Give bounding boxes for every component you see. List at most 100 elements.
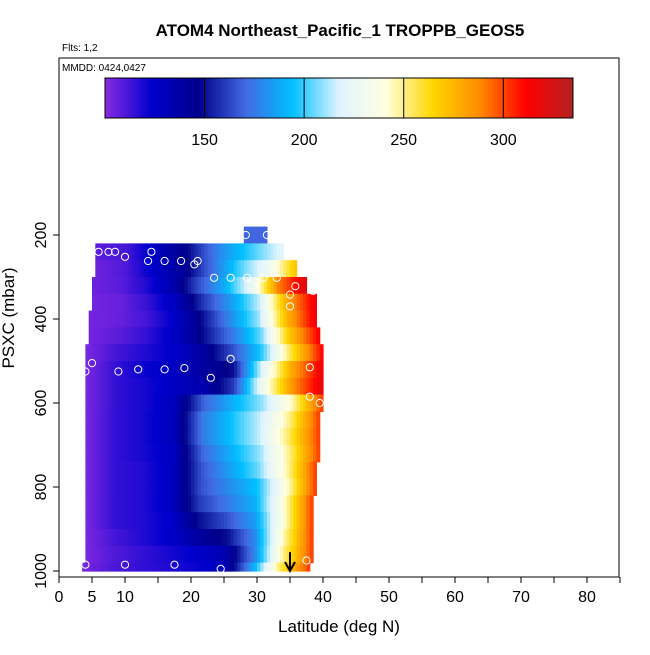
heatmap-cell bbox=[290, 545, 294, 564]
heatmap-cell bbox=[92, 461, 96, 480]
flight-point bbox=[120, 560, 130, 569]
heatmap-cell bbox=[134, 277, 139, 295]
heatmap-cell bbox=[253, 377, 258, 396]
heatmap-cell bbox=[95, 243, 100, 261]
heatmap-cell bbox=[181, 529, 185, 547]
colorbar-segment bbox=[377, 78, 381, 118]
colorbar-segment bbox=[283, 78, 287, 118]
heatmap-cell bbox=[115, 445, 119, 463]
colorbar-segment bbox=[359, 78, 363, 118]
flight-point bbox=[81, 367, 90, 376]
colorbar-segment bbox=[148, 78, 153, 118]
heatmap-cell bbox=[154, 445, 159, 463]
heatmap-cell bbox=[118, 512, 123, 530]
heatmap-cell bbox=[121, 411, 126, 429]
heatmap-cell bbox=[101, 562, 106, 572]
heatmap-cell bbox=[184, 310, 189, 328]
heatmap-cell bbox=[167, 377, 172, 396]
heatmap-cell bbox=[303, 562, 308, 572]
heatmap-cell bbox=[210, 260, 215, 278]
heatmap-cell bbox=[141, 327, 146, 345]
heatmap-cell bbox=[309, 445, 314, 463]
heatmap-cell bbox=[266, 344, 271, 362]
heatmap-cell bbox=[184, 529, 189, 547]
heatmap-cell bbox=[164, 293, 169, 312]
heatmap-cell bbox=[296, 512, 301, 530]
heatmap-cell bbox=[224, 310, 228, 328]
heatmap-cell bbox=[237, 545, 242, 564]
heatmap-cell bbox=[257, 361, 261, 379]
heatmap-cell bbox=[296, 545, 301, 564]
heatmap-cell bbox=[210, 529, 215, 547]
heatmap-cell bbox=[134, 394, 139, 412]
heatmap-cell bbox=[207, 545, 212, 564]
heatmap-cell bbox=[151, 428, 156, 446]
flight-point bbox=[104, 247, 113, 256]
heatmap-cell bbox=[118, 495, 123, 513]
heatmap-cell bbox=[207, 361, 212, 379]
heatmap-cell bbox=[253, 327, 258, 345]
heatmap-cell bbox=[280, 293, 284, 312]
heatmap-cell bbox=[95, 411, 100, 429]
heatmap-cell bbox=[230, 512, 235, 530]
heatmap-cell bbox=[174, 411, 179, 429]
x-tick-label: 60 bbox=[446, 589, 464, 606]
heatmap-cell bbox=[134, 562, 139, 572]
heatmap-cell bbox=[181, 461, 185, 480]
heatmap-cell bbox=[257, 293, 261, 312]
heatmap-cell bbox=[243, 361, 248, 379]
heatmap-cell bbox=[134, 344, 139, 362]
heatmap-cell bbox=[250, 394, 255, 412]
heatmap-cell bbox=[204, 495, 209, 513]
colorbar-segment bbox=[189, 78, 194, 118]
colorbar-segment bbox=[160, 78, 164, 118]
heatmap-cell bbox=[138, 293, 143, 312]
heatmap-cell bbox=[105, 310, 110, 328]
heatmap-cell bbox=[98, 327, 103, 345]
colorbar-segment bbox=[219, 78, 223, 118]
heatmap-cell bbox=[131, 310, 136, 328]
heatmap-cell bbox=[273, 361, 278, 379]
heatmap-cell bbox=[293, 562, 298, 572]
heatmap-cell bbox=[177, 445, 182, 463]
heatmap-cell bbox=[134, 478, 139, 496]
heatmap-cell bbox=[237, 445, 242, 463]
colorbar-segment bbox=[438, 78, 442, 118]
heatmap-cell bbox=[115, 495, 119, 513]
heatmap-cell bbox=[233, 445, 238, 463]
heatmap-cell bbox=[164, 394, 169, 412]
heatmap-cell bbox=[200, 562, 205, 572]
heatmap-cell bbox=[227, 411, 232, 429]
heatmap-cell bbox=[85, 344, 90, 362]
heatmap-cell bbox=[105, 344, 110, 362]
heatmap-cell bbox=[118, 478, 123, 496]
heatmap-cell bbox=[286, 293, 291, 312]
heatmap-cell bbox=[177, 545, 182, 564]
heatmap-cell bbox=[128, 310, 133, 328]
heatmap-cell bbox=[266, 327, 271, 345]
heatmap-cell bbox=[184, 461, 189, 480]
heatmap-cell bbox=[224, 277, 228, 295]
heatmap-cell bbox=[174, 361, 179, 379]
heatmap-cell bbox=[243, 260, 248, 278]
heatmap-cell bbox=[187, 310, 192, 328]
heatmap-cell bbox=[187, 562, 192, 572]
heatmap-cell bbox=[138, 411, 143, 429]
heatmap-cell bbox=[306, 411, 311, 429]
heatmap-cell bbox=[108, 277, 113, 295]
heatmap-cell bbox=[266, 512, 271, 530]
heatmap-cell bbox=[207, 243, 212, 261]
heatmap-cell bbox=[158, 310, 162, 328]
heatmap-cell bbox=[204, 394, 209, 412]
heatmap-cell bbox=[270, 344, 275, 362]
heatmap-cell bbox=[290, 293, 294, 312]
heatmap-cell bbox=[151, 293, 156, 312]
heatmap-cell bbox=[227, 293, 232, 312]
heatmap-cell bbox=[95, 512, 100, 530]
heatmap-cell bbox=[200, 495, 205, 513]
heatmap-cell bbox=[118, 445, 123, 463]
colorbar-segment bbox=[514, 78, 518, 118]
heatmap-cell bbox=[296, 461, 301, 480]
heatmap-cell bbox=[293, 461, 298, 480]
heatmap-cell bbox=[141, 344, 146, 362]
